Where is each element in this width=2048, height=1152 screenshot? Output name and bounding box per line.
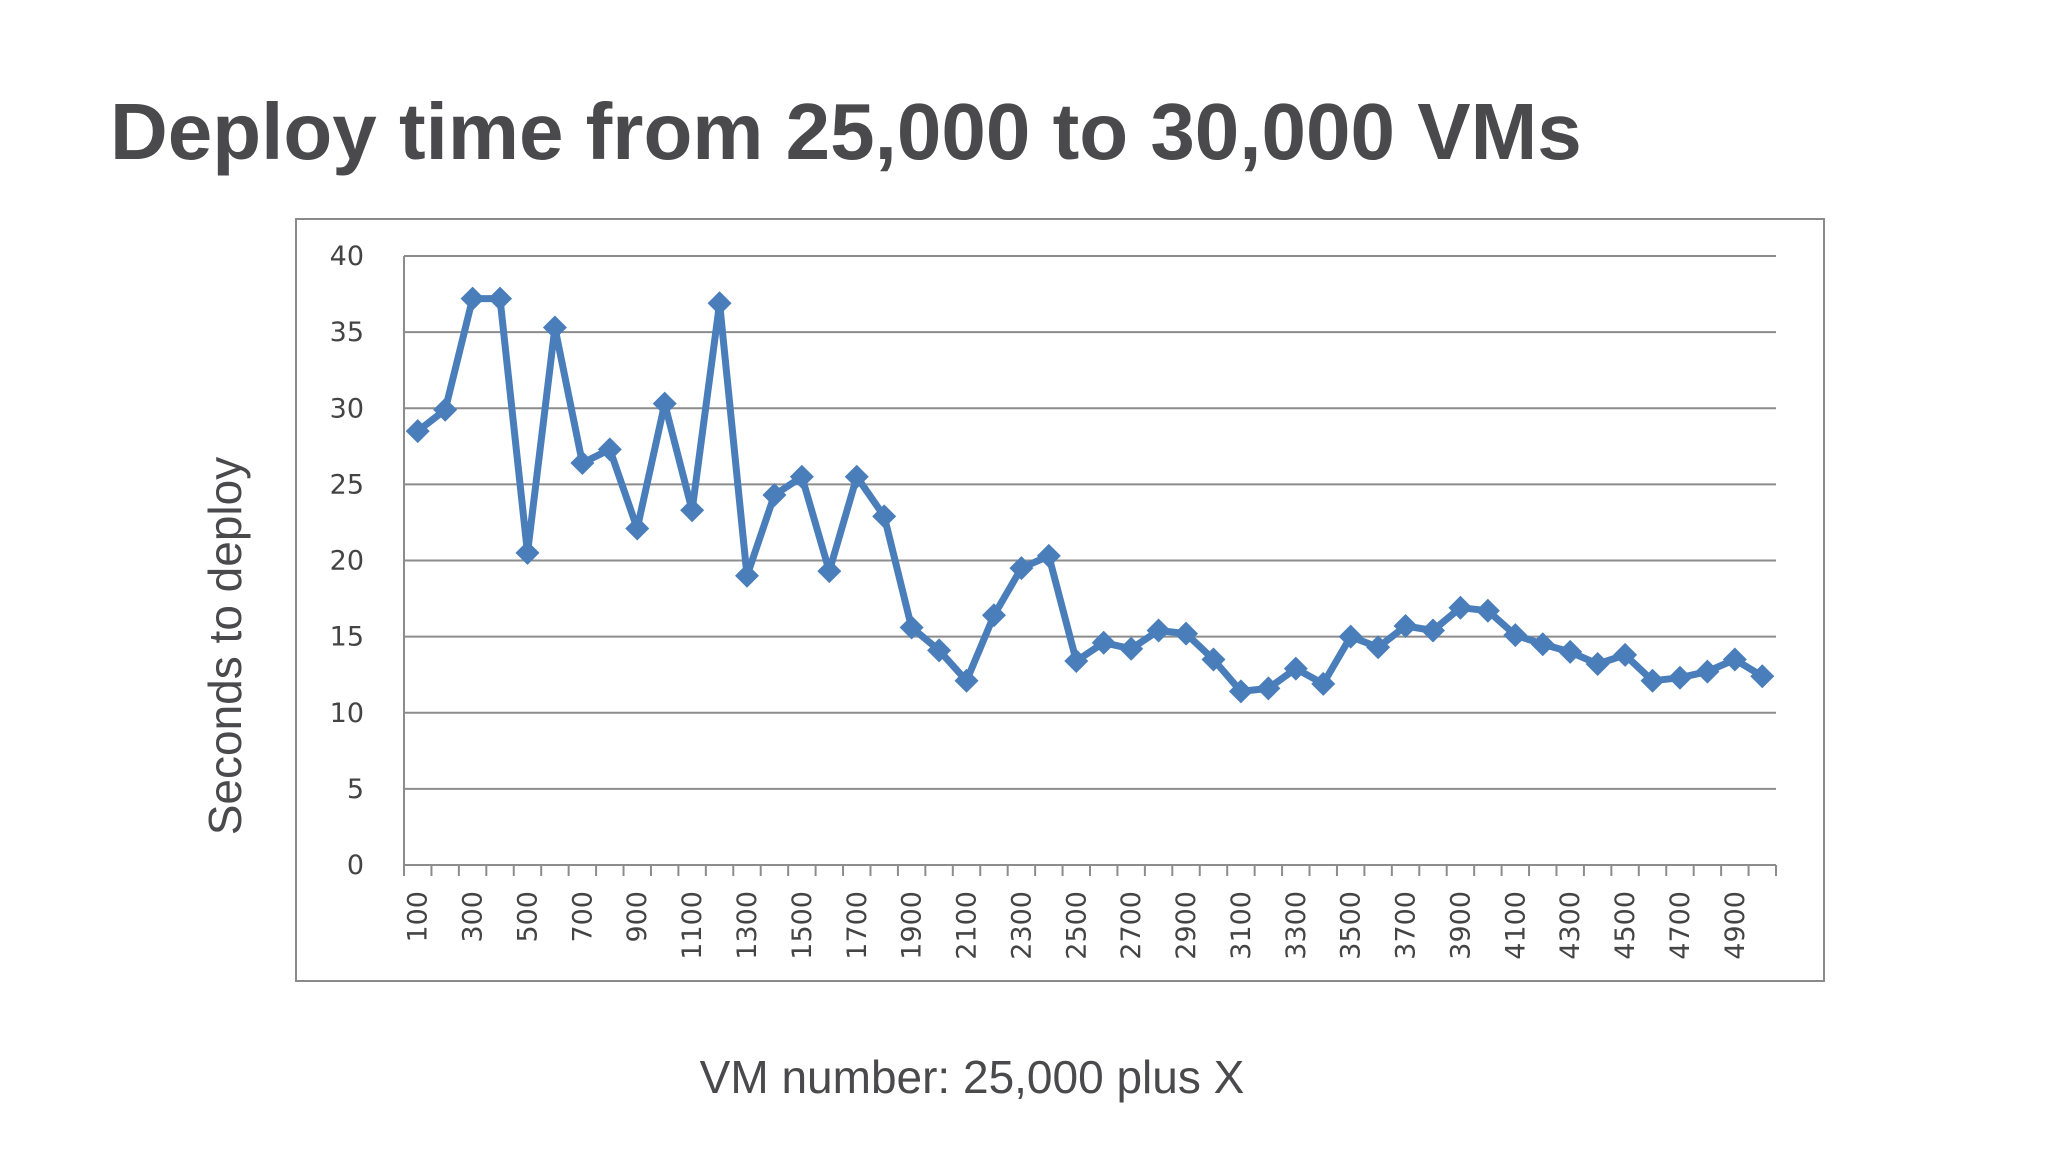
data-point [1475,598,1500,623]
x-tick-label: 2900 [1171,891,1202,960]
data-point [872,504,897,529]
data-point [680,498,705,523]
y-tick-label: 0 [347,850,364,881]
data-point [1750,664,1775,689]
data-point [1448,595,1473,620]
data-point [652,391,677,416]
x-tick-label: 4900 [1720,891,1751,960]
x-tick-label: 2100 [952,891,983,960]
data-point [1503,623,1528,648]
data-point [1558,639,1583,664]
x-tick-label: 1100 [677,891,708,960]
x-tick-label: 4500 [1610,891,1641,960]
data-point [954,668,979,693]
x-tick-label: 2700 [1116,891,1147,960]
data-point [460,286,485,311]
data-point [1585,652,1610,677]
x-axis-label: VM number: 25,000 plus X [699,1051,1245,1103]
data-point [542,315,567,340]
x-tick-label: 3500 [1336,891,1367,960]
data-point [1640,668,1665,693]
y-tick-label: 30 [330,393,364,424]
data-point [570,451,595,476]
x-tick-label: 900 [622,891,653,943]
y-tick-label: 5 [347,774,364,805]
data-point [1283,656,1308,681]
series-line [414,295,1766,695]
y-tick-label: 10 [330,698,364,729]
data-point [707,291,732,316]
data-point [927,638,952,663]
data-point [1228,679,1253,704]
data-point [625,516,650,541]
y-tick-label: 25 [330,469,364,500]
x-tick-label: 300 [458,891,489,943]
x-tick-label: 2300 [1006,891,1037,960]
data-point [1201,647,1226,672]
x-tick-label: 1700 [842,891,873,960]
y-tick-label: 15 [330,622,364,653]
data-point [1393,613,1418,638]
x-tick-label: 1900 [897,891,928,960]
x-tick-label: 1500 [787,891,818,960]
data-point [789,464,814,489]
x-tick-label: 4300 [1555,891,1586,960]
data-point [899,615,924,640]
data-point [515,540,540,565]
data-point [1256,676,1281,701]
y-tick-label: 35 [330,317,364,348]
x-tick-label: 3900 [1445,891,1476,960]
x-tick-label: 700 [567,891,598,943]
y-tick-label: 20 [330,546,364,577]
x-tick-label: 1300 [732,891,763,960]
data-point [1366,635,1391,660]
page-title: Deploy time from 25,000 to 30,000 VMs [110,87,1582,176]
data-point [1338,624,1363,649]
data-point [762,483,787,508]
x-tick-label: 100 [403,891,434,943]
data-point [1722,647,1747,672]
y-tick-label: 40 [330,241,364,272]
data-point [1530,632,1555,657]
data-point [844,464,869,489]
data-point [1174,621,1199,646]
data-point [735,563,759,588]
data-point [1311,671,1336,696]
x-tick-label: 4100 [1500,891,1531,960]
data-point [433,397,458,422]
x-tick-label: 3700 [1391,891,1422,960]
data-point [1091,630,1116,655]
data-point [1613,642,1638,667]
x-tick-label: 500 [512,891,543,943]
data-point [405,419,430,444]
data-point [1064,648,1089,673]
data-point [1009,556,1034,581]
data-point [817,559,842,584]
data-point [1146,618,1171,643]
x-tick-label: 4700 [1665,891,1696,960]
x-tick-label: 2500 [1061,891,1092,960]
data-point [981,603,1006,628]
data-point [597,437,622,462]
data-point [1695,659,1720,684]
data-point [488,286,513,311]
data-point [1119,636,1144,661]
x-tick-label: 3100 [1226,891,1257,960]
x-tick-label: 3300 [1281,891,1312,960]
data-point [1036,543,1061,568]
data-point [1667,665,1692,690]
data-point [1421,618,1445,643]
